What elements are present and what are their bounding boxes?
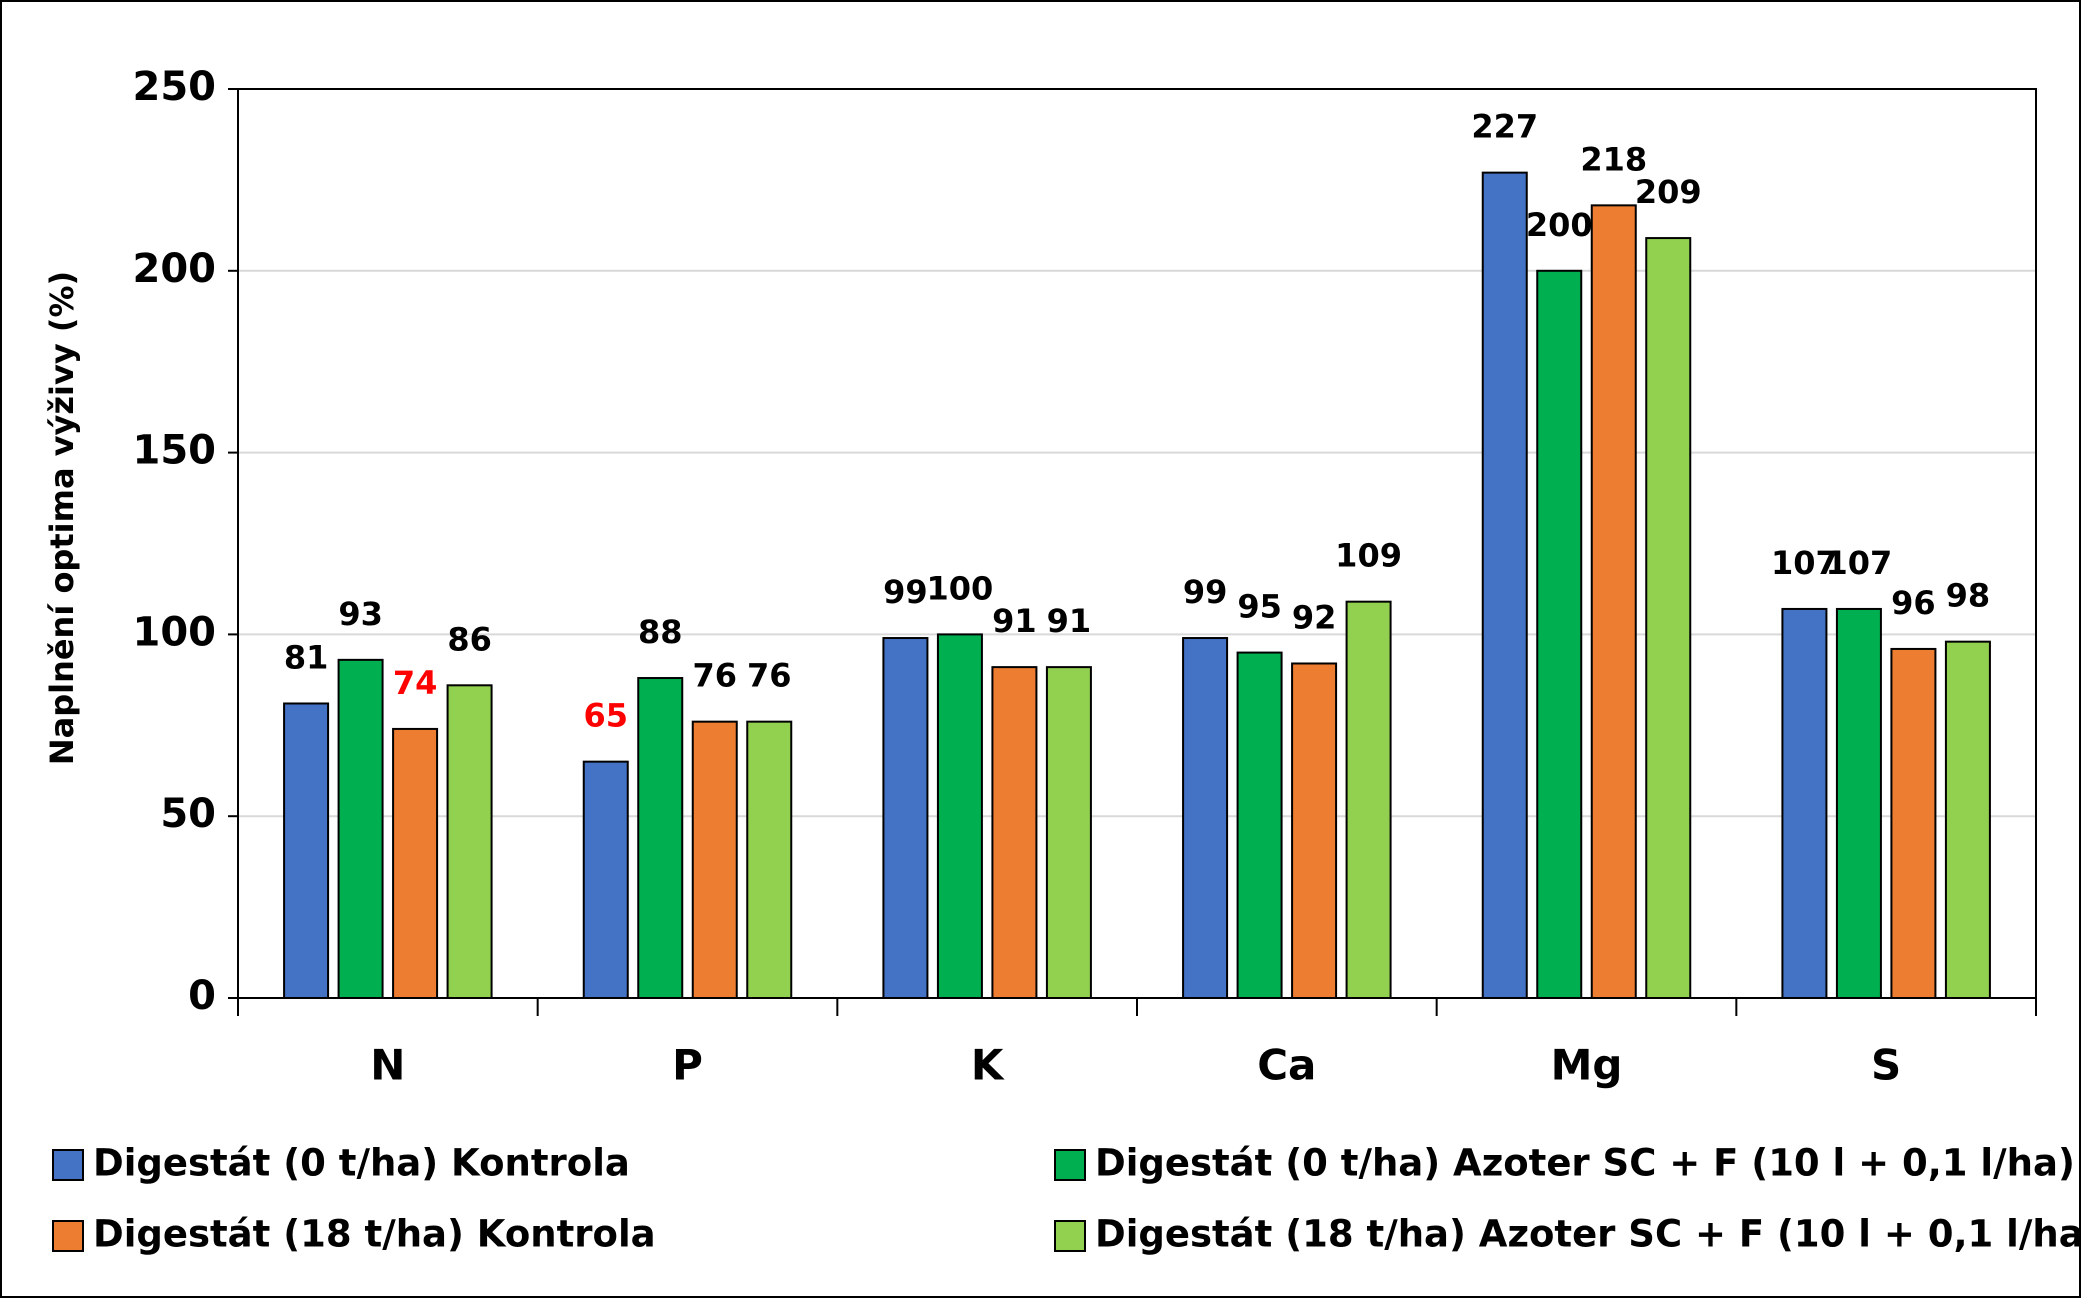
data-label: 92 bbox=[1292, 598, 1337, 636]
data-label: 99 bbox=[883, 573, 928, 611]
y-axis-label: Naplnění optima výživy (%) bbox=[43, 271, 81, 765]
legend-swatch bbox=[52, 1149, 84, 1181]
bar bbox=[337, 658, 384, 999]
x-tick-label: Ca bbox=[1257, 1041, 1316, 1090]
data-label: 218 bbox=[1580, 140, 1647, 178]
bar bbox=[746, 720, 793, 999]
bar bbox=[582, 760, 629, 999]
data-label: 107 bbox=[1826, 544, 1893, 582]
bar bbox=[283, 702, 330, 999]
bar bbox=[936, 633, 983, 1000]
data-label: 100 bbox=[927, 569, 994, 607]
data-label: 91 bbox=[992, 602, 1037, 640]
data-label: 74 bbox=[393, 664, 438, 702]
y-tick-label: 0 bbox=[188, 973, 216, 1019]
legend-label: Digestát (18 t/ha) Kontrola bbox=[93, 1213, 656, 1256]
y-tick-label: 150 bbox=[133, 428, 217, 474]
bar bbox=[1890, 647, 1937, 999]
bar bbox=[1944, 640, 1991, 999]
x-tick-label: K bbox=[971, 1041, 1005, 1090]
data-label: 107 bbox=[1771, 544, 1838, 582]
bar bbox=[882, 637, 929, 999]
legend-label: Digestát (0 t/ha) Kontrola bbox=[93, 1142, 630, 1185]
y-tick-label: 50 bbox=[160, 791, 216, 837]
bar bbox=[1481, 171, 1528, 1000]
data-label: 76 bbox=[692, 657, 737, 695]
data-label: 227 bbox=[1471, 108, 1538, 146]
bar bbox=[1781, 607, 1828, 999]
x-tick-label: P bbox=[672, 1041, 703, 1090]
legend-swatch bbox=[1054, 1220, 1086, 1252]
data-label: 93 bbox=[338, 595, 383, 633]
bar bbox=[637, 677, 684, 999]
data-label: 81 bbox=[284, 638, 329, 676]
data-label: 99 bbox=[1183, 573, 1228, 611]
bar bbox=[1236, 651, 1283, 1000]
data-label: 76 bbox=[747, 657, 792, 695]
bar bbox=[1345, 600, 1392, 1000]
x-tick-label: N bbox=[370, 1041, 405, 1090]
bar bbox=[446, 684, 493, 1000]
bar bbox=[1645, 237, 1692, 1000]
x-tick-label: S bbox=[1871, 1041, 1901, 1090]
bar bbox=[1182, 637, 1229, 999]
bar bbox=[991, 666, 1038, 1000]
data-label: 65 bbox=[583, 697, 628, 735]
data-label: 98 bbox=[1946, 577, 1991, 615]
data-label: 109 bbox=[1335, 537, 1402, 575]
data-label: 86 bbox=[447, 620, 492, 658]
legend-swatch bbox=[1054, 1149, 1086, 1181]
x-tick-label: Mg bbox=[1551, 1041, 1623, 1090]
data-label: 200 bbox=[1526, 206, 1593, 244]
bar bbox=[1590, 204, 1637, 1000]
legend-label: Digestát (0 t/ha) Azoter SC + F (10 l + … bbox=[1095, 1142, 2075, 1185]
bar bbox=[392, 727, 439, 999]
y-tick-label: 100 bbox=[133, 609, 217, 655]
y-tick-label: 250 bbox=[133, 64, 217, 110]
legend-label: Digestát (18 t/ha) Azoter SC + F (10 l +… bbox=[1095, 1213, 2081, 1256]
data-label: 91 bbox=[1047, 602, 1092, 640]
data-label: 88 bbox=[638, 613, 683, 651]
legend-swatch bbox=[52, 1220, 84, 1252]
bar bbox=[1291, 662, 1338, 999]
data-label: 95 bbox=[1237, 588, 1282, 626]
bar bbox=[1835, 607, 1882, 999]
bar bbox=[691, 720, 738, 999]
data-label: 96 bbox=[1891, 584, 1936, 622]
data-label: 209 bbox=[1635, 173, 1702, 211]
bar bbox=[1045, 666, 1092, 1000]
bar bbox=[1536, 269, 1583, 999]
y-tick-label: 200 bbox=[133, 246, 217, 292]
